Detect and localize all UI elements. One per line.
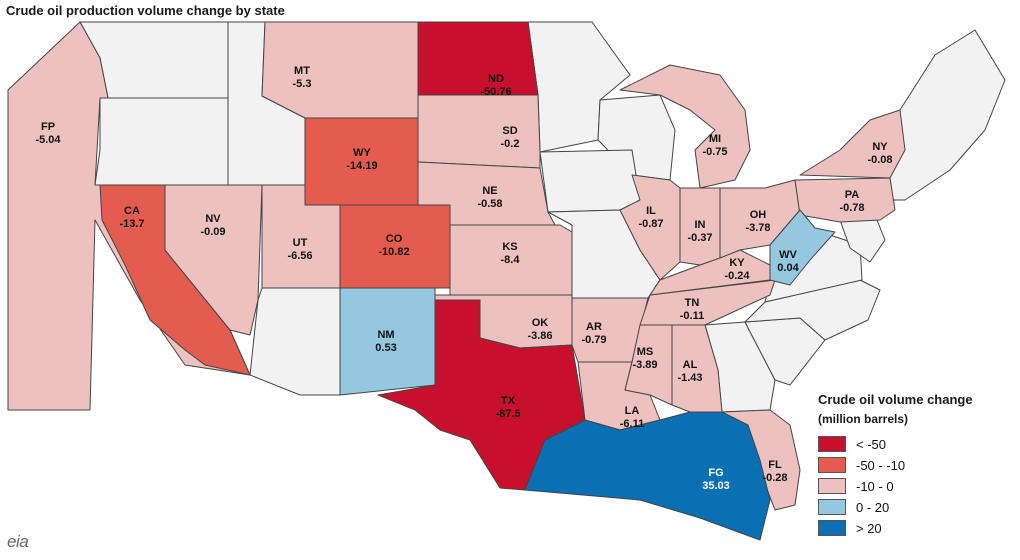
region-value-ky: -0.24 xyxy=(724,270,750,282)
region-label-fg: FG xyxy=(708,467,723,479)
region-wv xyxy=(769,209,836,286)
no-data-states xyxy=(79,21,1006,413)
legend-label: -50 - -10 xyxy=(856,457,906,473)
region-value-tx: -87.5 xyxy=(495,408,520,420)
region-fg xyxy=(524,411,771,541)
legend-label: > 20 xyxy=(856,520,882,536)
region-value-oh: -3.78 xyxy=(745,222,770,234)
region-label-wy: WY xyxy=(353,147,371,159)
legend: Crude oil volume change (million barrels… xyxy=(818,392,1013,539)
region-label-ks: KS xyxy=(502,241,517,253)
legend-item: -10 - 0 xyxy=(818,476,1013,496)
region-value-ne: -0.58 xyxy=(477,198,502,210)
region-label-pa: PA xyxy=(845,189,860,201)
region-label-mt: MT xyxy=(294,65,310,77)
region-tn xyxy=(639,279,776,326)
region-value-mt: -5.3 xyxy=(293,78,312,90)
legend-swatch xyxy=(818,457,846,473)
state-az xyxy=(249,287,341,396)
legend-label: -10 - 0 xyxy=(856,478,894,494)
region-label-fl: FL xyxy=(768,459,782,471)
region-value-mi: -0.75 xyxy=(702,146,727,158)
region-value-fg: 35.03 xyxy=(702,480,730,492)
region-value-il: -0.87 xyxy=(638,218,663,230)
region-value-fp: -5.04 xyxy=(35,134,61,146)
region-value-ks: -8.4 xyxy=(501,254,521,266)
region-value-la: -6.11 xyxy=(620,418,644,430)
region-label-nv: NV xyxy=(205,213,221,225)
region-label-il: IL xyxy=(646,205,656,217)
region-label-in: IN xyxy=(695,219,706,231)
state-or xyxy=(94,97,229,186)
region-label-ut: UT xyxy=(293,237,308,249)
region-value-co: -10.82 xyxy=(378,246,409,258)
legend-items: < -50 -50 - -10 -10 - 0 0 - 20 > 20 xyxy=(818,434,1013,538)
legend-label: 0 - 20 xyxy=(856,499,890,515)
region-label-ky: KY xyxy=(729,257,745,269)
region-mi xyxy=(619,64,751,189)
region-value-nd: -50.76 xyxy=(480,86,511,98)
region-value-pa: -0.78 xyxy=(839,202,864,214)
region-label-mi: MI xyxy=(709,133,721,145)
region-value-tn: -0.11 xyxy=(680,310,704,322)
region-value-fl: -0.28 xyxy=(762,472,787,484)
legend-item: < -50 xyxy=(818,434,1013,454)
legend-item: -50 - -10 xyxy=(818,455,1013,475)
region-label-fp: FP xyxy=(41,121,55,133)
region-value-nm: 0.53 xyxy=(375,342,396,354)
region-value-wv: 0.04 xyxy=(777,262,799,274)
region-label-ny: NY xyxy=(872,141,888,153)
legend-swatch xyxy=(818,436,846,452)
region-value-wy: -14.19 xyxy=(346,160,377,172)
legend-item: > 20 xyxy=(818,518,1013,538)
region-label-wv: WV xyxy=(779,249,797,261)
legend-swatch xyxy=(818,520,846,536)
legend-item: 0 - 20 xyxy=(818,497,1013,517)
region-label-ms: MS xyxy=(637,346,654,358)
region-value-nv: -0.09 xyxy=(200,226,225,238)
legend-label: < -50 xyxy=(856,436,886,452)
region-label-ok: OK xyxy=(532,317,549,329)
region-value-sd: -0.2 xyxy=(501,138,520,150)
region-label-ne: NE xyxy=(482,185,497,197)
region-value-ca: -13.7 xyxy=(119,218,144,230)
region-nd xyxy=(417,21,539,96)
region-label-al: AL xyxy=(683,359,698,371)
region-ny xyxy=(799,109,906,179)
legend-swatch xyxy=(818,478,846,494)
region-label-co: CO xyxy=(386,233,403,245)
region-value-al: -1.43 xyxy=(677,372,702,384)
region-label-ar: AR xyxy=(586,321,602,333)
region-label-la: LA xyxy=(625,405,640,417)
legend-subtitle: (million barrels) xyxy=(818,412,909,426)
legend-swatch xyxy=(818,499,846,515)
region-sd xyxy=(417,94,541,169)
region-label-sd: SD xyxy=(502,125,517,137)
region-value-ny: -0.08 xyxy=(867,154,892,166)
region-labels: ND-50.76 TX-87.5 CA-13.7 WY-14.19 CO-10.82 FP… xyxy=(35,65,892,492)
legend-title: Crude oil volume change xyxy=(818,392,973,407)
eia-logo: eia xyxy=(7,532,29,551)
region-label-ca: CA xyxy=(124,205,140,217)
region-value-ok: -3.86 xyxy=(527,330,552,342)
region-ks xyxy=(449,224,573,296)
region-value-ms: -3.89 xyxy=(632,359,657,371)
map-title: Crude oil production volume change by st… xyxy=(6,3,285,18)
region-label-tx: TX xyxy=(501,395,516,407)
region-value-in: -0.37 xyxy=(687,232,712,244)
state-ia xyxy=(539,149,641,213)
state-northeast xyxy=(879,29,1006,201)
region-il xyxy=(619,174,681,281)
data-regions xyxy=(7,21,906,541)
region-label-nd: ND xyxy=(488,73,504,85)
region-label-oh: OH xyxy=(750,209,767,221)
region-in xyxy=(679,187,721,266)
region-value-ar: -0.79 xyxy=(581,334,606,346)
state-nc xyxy=(744,279,881,341)
region-value-ut: -6.56 xyxy=(287,250,312,262)
region-label-tn: TN xyxy=(685,297,700,309)
region-label-nm: NM xyxy=(377,329,394,341)
